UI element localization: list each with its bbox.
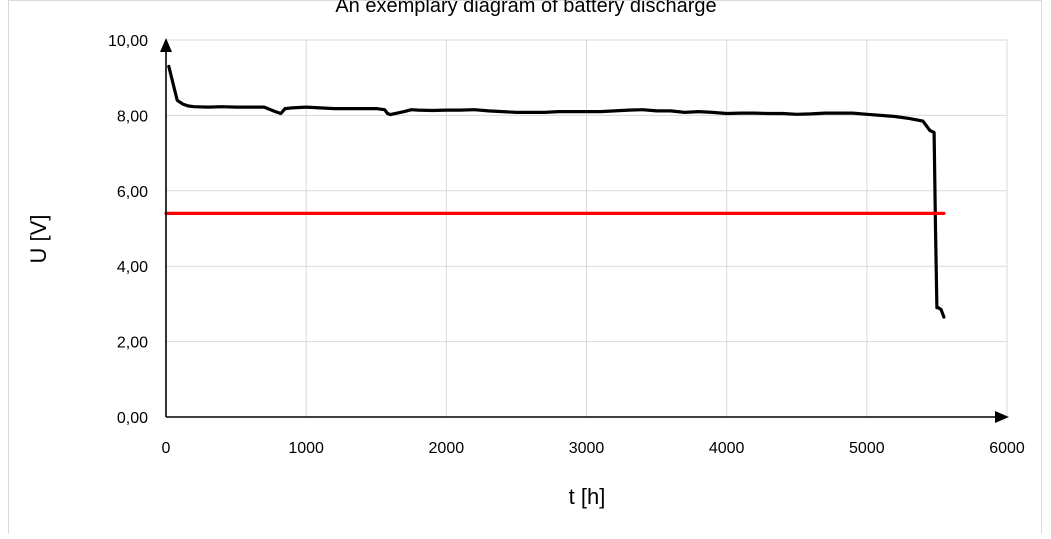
x-tick-label: 6000: [989, 440, 1025, 457]
x-axis-arrow-icon: [995, 411, 1009, 423]
y-axis-title: U [V]: [26, 215, 51, 264]
y-axis-arrow-icon: [160, 38, 172, 52]
y-tick-label: 10,00: [108, 33, 148, 50]
x-tick-label: 0: [162, 440, 171, 457]
x-tick-label: 2000: [429, 440, 465, 457]
y-tick-label: 2,00: [117, 335, 148, 352]
x-tick-label: 3000: [569, 440, 605, 457]
x-tick-label: 4000: [709, 440, 745, 457]
gridlines: [166, 39, 1008, 417]
series-line-1: [167, 64, 946, 319]
x-tick-label: 1000: [288, 440, 324, 457]
chart-frame: [8, 0, 1042, 539]
x-axis-title: t [h]: [569, 484, 606, 509]
x-tick-label: 5000: [849, 440, 885, 457]
tick-labels: 0,00 2,00 4,00 6,00 8,00 10,00 0 1000 2000 3000 40…: [108, 33, 1025, 457]
y-tick-label: 6,00: [117, 184, 148, 201]
series-layer: [164, 64, 946, 319]
y-tick-label: 4,00: [117, 259, 148, 276]
chart-title: An exemplary diagram of battery discharg…: [335, 0, 716, 17]
y-tick-label: 8,00: [117, 108, 148, 125]
axes: [160, 38, 1009, 423]
y-tick-label: 0,00: [117, 410, 148, 427]
